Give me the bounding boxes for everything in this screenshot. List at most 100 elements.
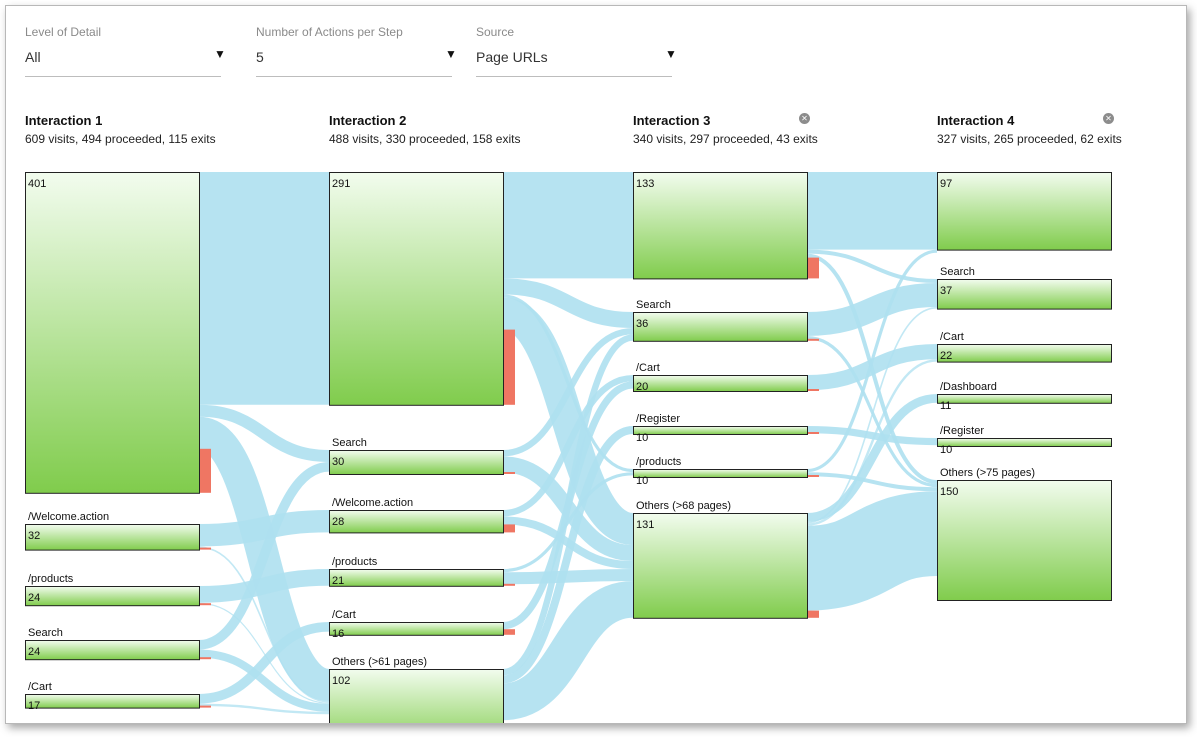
flow-link[interactable] (806, 472, 938, 492)
flow-link[interactable] (502, 278, 634, 328)
node-label: /Welcome.action (28, 511, 109, 523)
flow-link[interactable] (502, 334, 634, 676)
page-node[interactable] (633, 312, 808, 342)
node-label: /Register (636, 413, 680, 425)
flow-link[interactable] (502, 569, 634, 585)
page-node[interactable] (937, 172, 1112, 251)
page-node[interactable] (633, 469, 808, 478)
page-node[interactable] (937, 480, 1112, 601)
interaction-title: Interaction 2 (329, 113, 407, 128)
flow-link[interactable] (198, 404, 330, 462)
page-node[interactable] (937, 394, 1112, 404)
node-value: 131 (636, 519, 654, 531)
page-node[interactable] (25, 640, 200, 661)
flow-link[interactable] (198, 622, 330, 704)
flow-link[interactable] (806, 344, 938, 391)
node-value: 28 (332, 516, 344, 528)
node-label: /Cart (636, 362, 660, 374)
node-value: 102 (332, 675, 350, 687)
flow-link[interactable] (806, 249, 938, 283)
flow-link[interactable] (198, 462, 330, 650)
node-value: 37 (940, 285, 952, 297)
node-label: /products (332, 556, 378, 568)
flow-link[interactable] (198, 510, 330, 547)
flow-link[interactable] (806, 249, 938, 473)
page-node[interactable] (25, 524, 200, 551)
flow-link[interactable] (198, 569, 330, 603)
remove-interaction-4-icon[interactable]: ✕ (1103, 113, 1114, 124)
chevron-down-icon: ▼ (665, 47, 677, 61)
page-node[interactable] (329, 669, 504, 724)
node-label: Others (>61 pages) (332, 656, 427, 668)
exit-bar[interactable] (503, 629, 515, 635)
flow-link[interactable] (806, 336, 938, 488)
flow-link[interactable] (502, 472, 634, 573)
exit-bar[interactable] (807, 475, 819, 477)
page-node[interactable] (329, 450, 504, 475)
flow-diagram: 401/Welcome.action 32/products 24 Search 24 /… (25, 171, 1112, 724)
flow-link[interactable] (198, 546, 330, 703)
node-label: /products (28, 573, 74, 585)
flow-link[interactable] (806, 283, 938, 336)
interaction-summary: 327 visits, 265 proceeded, 62 exits (937, 132, 1122, 146)
node-value: 10 (636, 475, 648, 487)
page-node[interactable] (25, 694, 200, 709)
exit-bar[interactable] (807, 610, 819, 618)
page-node[interactable] (329, 622, 504, 636)
node-label: /Welcome.action (332, 497, 413, 509)
node-label: /Cart (940, 331, 964, 343)
source-label: Source (476, 25, 515, 39)
node-label: Others (>75 pages) (940, 467, 1035, 479)
flow-link[interactable] (502, 375, 634, 517)
flow-link[interactable] (806, 359, 938, 526)
flow-link[interactable] (501, 581, 635, 721)
flow-link[interactable] (806, 426, 938, 446)
interaction-title: Interaction 1 (25, 113, 103, 128)
flow-link[interactable] (806, 307, 938, 524)
page-node[interactable] (329, 510, 504, 534)
exit-bar[interactable] (199, 448, 211, 493)
exit-bar[interactable] (503, 583, 515, 586)
page-node[interactable] (329, 172, 504, 406)
page-node[interactable] (633, 426, 808, 435)
page-node[interactable] (633, 513, 808, 619)
interaction-3-header: Interaction 3 340 visits, 297 proceeded,… (633, 113, 818, 146)
page-node[interactable] (25, 172, 200, 494)
level-of-detail-label: Level of Detail (25, 25, 102, 39)
exit-bar[interactable] (199, 603, 211, 606)
exit-bar[interactable] (199, 657, 211, 660)
page-node[interactable] (937, 344, 1112, 363)
page-node[interactable] (329, 569, 504, 587)
node-value: 22 (940, 350, 952, 362)
flow-link[interactable] (502, 328, 634, 457)
node-value: 17 (28, 700, 40, 712)
flow-link[interactable] (502, 426, 634, 684)
flow-link[interactable] (500, 297, 636, 545)
node-value: 150 (940, 486, 958, 498)
flow-link[interactable] (198, 703, 330, 715)
interaction-summary: 488 visits, 330 proceeded, 158 exits (329, 132, 521, 146)
exit-bar[interactable] (807, 257, 819, 279)
chevron-down-icon: ▼ (214, 47, 226, 61)
exit-bar[interactable] (807, 338, 819, 341)
page-node[interactable] (937, 438, 1112, 447)
node-value: 11 (940, 400, 951, 412)
exit-bar[interactable] (807, 389, 819, 391)
page-node[interactable] (937, 279, 1112, 310)
exit-bar[interactable] (503, 524, 515, 533)
exit-bar[interactable] (199, 705, 211, 708)
page-node[interactable] (633, 172, 808, 280)
exit-bar[interactable] (503, 329, 515, 405)
remove-interaction-3-icon[interactable]: ✕ (799, 113, 810, 124)
exit-bar[interactable] (503, 472, 515, 474)
exit-bar[interactable] (807, 432, 819, 434)
node-label: /Dashboard (940, 381, 997, 393)
page-node[interactable] (633, 375, 808, 392)
exit-bar[interactable] (199, 547, 211, 550)
flow-link[interactable] (805, 491, 939, 611)
flow-link[interactable] (198, 602, 330, 704)
interaction-title: Interaction 4 (937, 113, 1015, 128)
actions-per-step-value: 5 (256, 49, 264, 65)
page-node[interactable] (25, 586, 200, 607)
flow-link[interactable] (198, 649, 330, 712)
